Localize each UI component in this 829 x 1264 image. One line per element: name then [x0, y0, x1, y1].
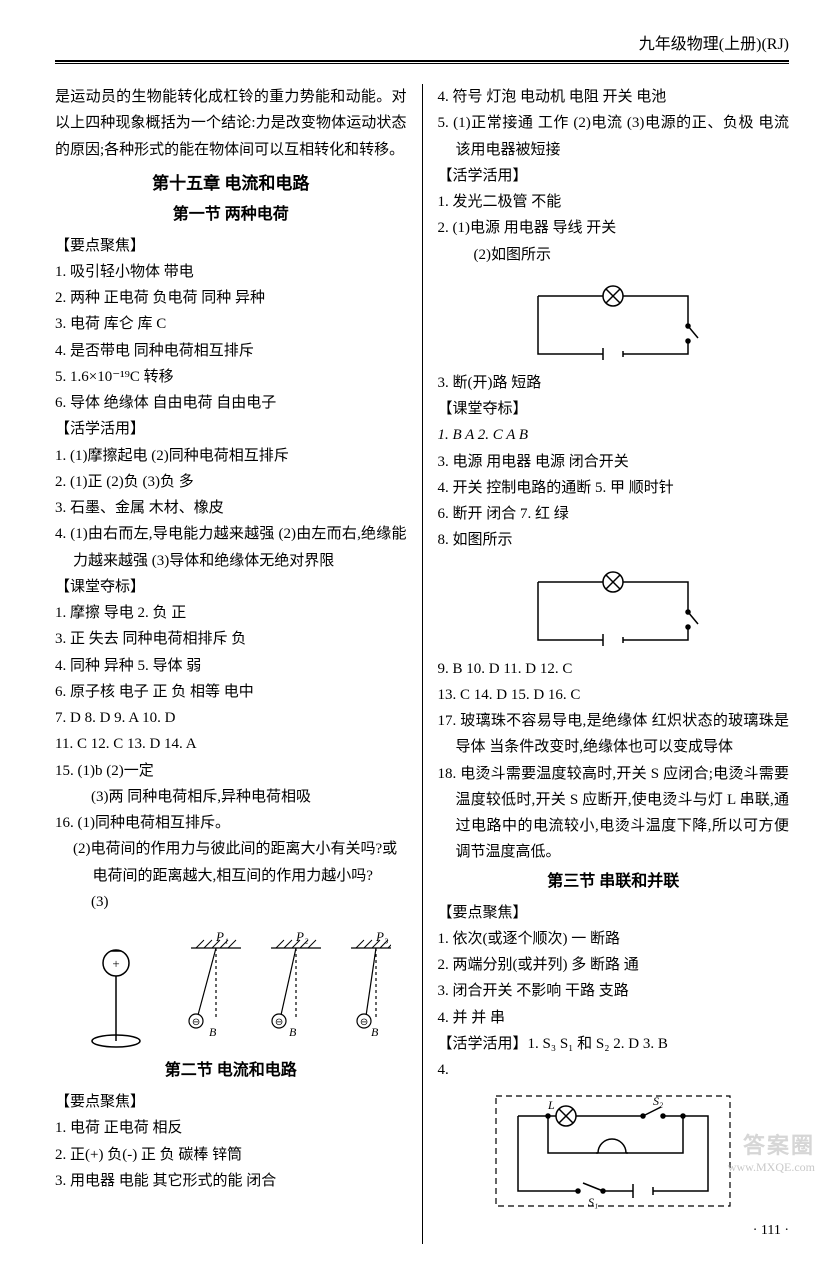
answer-line: 18. 电烫斗需要温度较高时,开关 S 应闭合;电烫斗需要温度较低时,开关 S … — [438, 761, 790, 866]
page-number: · 111 · — [438, 1219, 790, 1244]
svg-text:S₂: S₂ — [653, 1094, 663, 1108]
answer-line: 2. (1)电源 用电器 导线 开关 — [438, 215, 790, 241]
svg-text:S₁: S₁ — [588, 1195, 598, 1209]
circuit-diagram-3: S₁ L S₂ — [488, 1091, 738, 1211]
left-column: 是运动员的生物能转化成杠铃的重力势能和动能。对以上四种现象概括为一个结论:力是改… — [55, 84, 407, 1244]
svg-text:⊖: ⊖ — [192, 1017, 200, 1028]
section1-title: 第一节 两种电荷 — [55, 201, 407, 229]
heading-ketang: 【课堂夺标】 — [55, 574, 407, 600]
svg-text:⊖: ⊖ — [275, 1017, 283, 1028]
answer-line: 4. 开关 控制电路的通断 5. 甲 顺时针 — [438, 475, 790, 501]
answer-line: 4. 并 并 串 — [438, 1005, 790, 1031]
section2-title: 第二节 电流和电路 — [55, 1057, 407, 1085]
svg-text:⊖: ⊖ — [360, 1017, 368, 1028]
answer-line: 5. 1.6×10⁻¹⁹C 转移 — [55, 364, 407, 390]
answer-line: 3. 断(开)路 短路 — [438, 370, 790, 396]
answer-line: 8. 如图所示 — [438, 527, 790, 553]
answer-line: 4. — [438, 1057, 790, 1083]
answer-line: 9. B 10. D 11. D 12. C — [438, 656, 790, 682]
heading-huoxue: 【活学活用】 — [55, 416, 407, 442]
watermark-name: 答案圈 — [728, 1132, 815, 1161]
answer-line: 3. 用电器 电能 其它形式的能 闭合 — [55, 1168, 407, 1194]
answer-line: 2. 两种 正电荷 负电荷 同种 异种 — [55, 285, 407, 311]
heading-yaodian: 【要点聚焦】 — [55, 233, 407, 259]
page-header: 九年级物理(上册)(RJ) — [55, 30, 789, 58]
answer-line: 15. (1)b (2)一定 — [55, 758, 407, 784]
answer-line: 2. 两端分别(或并列) 多 断路 通 — [438, 952, 790, 978]
heading-ketang2: 【课堂夺标】 — [438, 396, 790, 422]
answer-inline: 1. S₃ S₁ 和 S₂ 2. D 3. B — [528, 1036, 668, 1052]
svg-text:+: + — [112, 956, 119, 971]
answer-line: 1. 发光二极管 不能 — [438, 189, 790, 215]
heading-huoxue2: 【活学活用】 — [438, 163, 790, 189]
svg-text:B: B — [209, 1025, 217, 1039]
answer-line: 3. 闭合开关 不影响 干路 支路 — [438, 978, 790, 1004]
answer-line: 6. 原子核 电子 正 负 相等 电中 — [55, 679, 407, 705]
answer-line: 5. (1)正常接通 工作 (2)电流 (3)电源的正、负极 电流 该用电器被短… — [438, 110, 790, 163]
answer-line: 【活学活用】1. S₃ S₁ 和 S₂ 2. D 3. B — [438, 1031, 790, 1057]
chapter-title: 第十五章 电流和电路 — [55, 169, 407, 199]
two-column-layout: 是运动员的生物能转化成杠铃的重力势能和动能。对以上四种现象概括为一个结论:力是改… — [55, 84, 789, 1244]
answer-line: 17. 玻璃珠不容易导电,是绝缘体 红炽状态的玻璃珠是导体 当条件改变时,绝缘体… — [438, 708, 790, 761]
answer-line: 4. 符号 灯泡 电动机 电阻 开关 电池 — [438, 84, 790, 110]
answer-line: 13. C 14. D 15. D 16. C — [438, 682, 790, 708]
answer-line: 16. (1)同种电荷相互排斥。 — [55, 810, 407, 836]
section3-title: 第三节 串联和并联 — [438, 868, 790, 896]
svg-text:B: B — [289, 1025, 297, 1039]
header-rule — [55, 60, 789, 64]
heading-huoxue3: 【活学活用】 — [438, 1036, 528, 1052]
pendulum-diagram: + P₁ ⊖ B P₂ — [71, 923, 391, 1053]
heading-yaodian3: 【要点聚焦】 — [438, 900, 790, 926]
preamble-text: 是运动员的生物能转化成杠铃的重力势能和动能。对以上四种现象概括为一个结论:力是改… — [55, 84, 407, 163]
watermark: 答案圈 www.MXQE.com — [728, 1132, 815, 1176]
answer-line: 11. C 12. C 13. D 14. A — [55, 731, 407, 757]
answer-line: 3. 电荷 库仑 库 C — [55, 311, 407, 337]
answer-line: 3. 电源 用电器 电源 闭合开关 — [438, 449, 790, 475]
column-divider — [422, 84, 423, 1244]
svg-text:B: B — [371, 1025, 379, 1039]
answer-line: 1. 吸引轻小物体 带电 — [55, 259, 407, 285]
answer-line: 4. (1)由右而左,导电能力越来越强 (2)由左而右,绝缘能力越来越强 (3)… — [55, 521, 407, 574]
answer-line: 3. 石墨、金属 木材、橡皮 — [55, 495, 407, 521]
answer-line: 7. D 8. D 9. A 10. D — [55, 705, 407, 731]
answer-line: (3)两 同种电荷相斥,异种电荷相吸 — [55, 784, 407, 810]
answer-line: 4. 是否带电 同种电荷相互排斥 — [55, 338, 407, 364]
answer-line: (3) — [55, 889, 407, 915]
svg-text:L: L — [547, 1098, 555, 1112]
answer-line: 3. 正 失去 同种电荷相排斥 负 — [55, 626, 407, 652]
answer-line: (2)电荷间的作用力与彼此间的距离大小有关吗?或电荷间的距离越大,相互间的作用力… — [55, 836, 407, 889]
answer-line: 6. 导体 绝缘体 自由电荷 自由电子 — [55, 390, 407, 416]
right-column: 4. 符号 灯泡 电动机 电阻 开关 电池 5. (1)正常接通 工作 (2)电… — [438, 84, 790, 1244]
circuit-diagram-1 — [518, 276, 708, 366]
answer-line: 2. 正(+) 负(-) 正 负 碳棒 锌筒 — [55, 1142, 407, 1168]
answer-line: 2. (1)正 (2)负 (3)负 多 — [55, 469, 407, 495]
answer-line: (2)如图所示 — [438, 242, 790, 268]
answer-line: 6. 断开 闭合 7. 红 绿 — [438, 501, 790, 527]
watermark-url: www.MXQE.com — [728, 1160, 815, 1176]
heading-yaodian2: 【要点聚焦】 — [55, 1089, 407, 1115]
circuit-diagram-2 — [518, 562, 708, 652]
answer-line: 1. 电荷 正电荷 相反 — [55, 1115, 407, 1141]
answer-line: 1. 摩擦 导电 2. 负 正 — [55, 600, 407, 626]
answer-line: 1. (1)摩擦起电 (2)同种电荷相互排斥 — [55, 443, 407, 469]
answer-line: 1. 依次(或逐个顺次) 一 断路 — [438, 926, 790, 952]
answer-line: 4. 同种 异种 5. 导体 弱 — [55, 653, 407, 679]
answer-line: 1. B A 2. C A B — [438, 422, 790, 448]
